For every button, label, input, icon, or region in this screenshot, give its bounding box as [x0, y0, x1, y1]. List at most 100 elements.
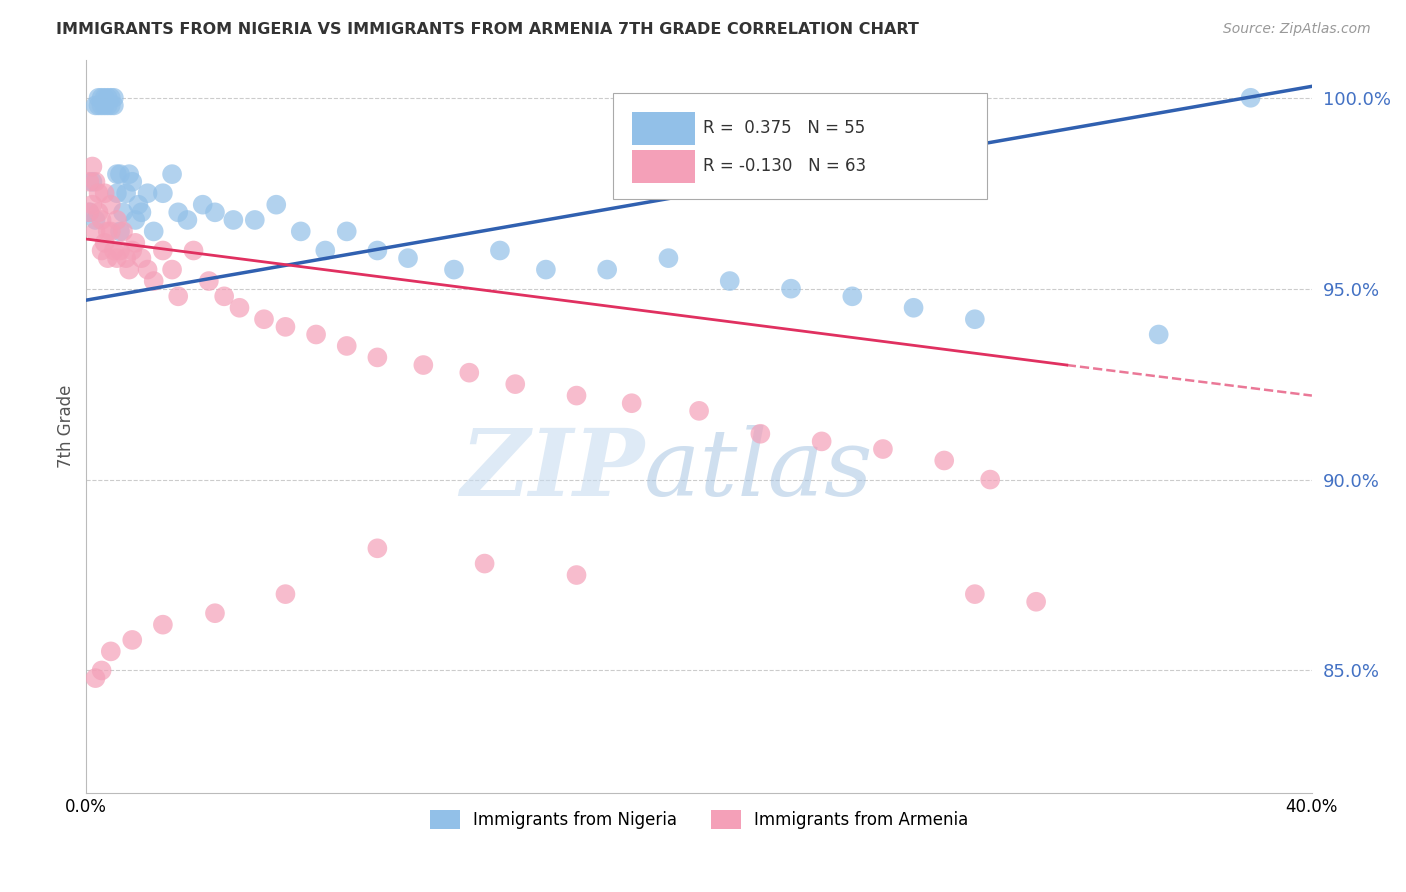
Point: [97, 224, 120, 238]
Point: [264, 197, 287, 211]
Point: [105, 186, 128, 201]
Point: [90, 664, 112, 678]
Point: [305, 327, 328, 342]
Point: [136, 186, 159, 201]
Point: [657, 251, 679, 265]
Point: [100, 98, 122, 112]
Point: [620, 396, 643, 410]
FancyBboxPatch shape: [631, 150, 696, 184]
Point: [443, 262, 465, 277]
Point: [1147, 327, 1170, 342]
Point: [121, 175, 143, 189]
Point: [93, 235, 115, 250]
Point: [243, 213, 266, 227]
Point: [903, 301, 925, 315]
Point: [142, 274, 165, 288]
Text: atlas: atlas: [644, 425, 873, 515]
Point: [115, 186, 138, 201]
Point: [90, 213, 112, 227]
Point: [198, 274, 221, 288]
Point: [1025, 595, 1047, 609]
Point: [84, 175, 107, 189]
Point: [103, 98, 125, 112]
Point: [503, 377, 526, 392]
Point: [84, 213, 107, 227]
Point: [82, 175, 104, 189]
Text: Source: ZipAtlas.com: Source: ZipAtlas.com: [1223, 22, 1371, 37]
Y-axis label: 7th Grade: 7th Grade: [58, 384, 75, 467]
Legend: Immigrants from Nigeria, Immigrants from Armenia: Immigrants from Nigeria, Immigrants from…: [423, 803, 974, 836]
Point: [87, 98, 110, 112]
Point: [780, 282, 803, 296]
Point: [100, 224, 122, 238]
Point: [121, 244, 143, 258]
Point: [90, 98, 112, 112]
Point: [810, 434, 832, 449]
Point: [412, 358, 434, 372]
Point: [93, 98, 115, 112]
Point: [152, 186, 174, 201]
Point: [274, 319, 297, 334]
Text: R =  0.375   N = 55: R = 0.375 N = 55: [703, 119, 865, 136]
Point: [112, 205, 135, 219]
Point: [565, 568, 588, 582]
Point: [596, 262, 619, 277]
Point: [97, 251, 120, 265]
Point: [718, 274, 741, 288]
Point: [366, 244, 388, 258]
Point: [183, 244, 205, 258]
Point: [87, 186, 110, 201]
Point: [105, 167, 128, 181]
Point: [127, 197, 149, 211]
Point: [108, 244, 131, 258]
Point: [112, 224, 135, 238]
Point: [336, 339, 359, 353]
Point: [87, 205, 110, 219]
Point: [160, 167, 183, 181]
Point: [872, 442, 894, 456]
Point: [108, 224, 131, 238]
Point: [749, 426, 772, 441]
Point: [396, 251, 419, 265]
Point: [118, 262, 141, 277]
Point: [90, 91, 112, 105]
Point: [534, 262, 557, 277]
Point: [100, 197, 122, 211]
Point: [458, 366, 481, 380]
Point: [84, 98, 107, 112]
Point: [152, 617, 174, 632]
Point: [222, 213, 245, 227]
Point: [176, 213, 198, 227]
Point: [79, 175, 101, 189]
FancyBboxPatch shape: [631, 112, 696, 145]
Point: [79, 205, 101, 219]
Point: [136, 262, 159, 277]
Point: [963, 312, 986, 326]
Point: [274, 587, 297, 601]
Point: [131, 205, 153, 219]
Point: [124, 235, 146, 250]
Text: IMMIGRANTS FROM NIGERIA VS IMMIGRANTS FROM ARMENIA 7TH GRADE CORRELATION CHART: IMMIGRANTS FROM NIGERIA VS IMMIGRANTS FR…: [56, 22, 920, 37]
Point: [204, 606, 226, 620]
Point: [688, 404, 710, 418]
Point: [253, 312, 276, 326]
Text: R = -0.130   N = 63: R = -0.130 N = 63: [703, 157, 866, 175]
Point: [489, 244, 512, 258]
FancyBboxPatch shape: [613, 93, 987, 199]
Point: [142, 224, 165, 238]
Point: [314, 244, 336, 258]
Point: [979, 473, 1001, 487]
Point: [108, 167, 131, 181]
Point: [167, 289, 190, 303]
Text: ZIP: ZIP: [460, 425, 644, 515]
Point: [97, 91, 120, 105]
Point: [290, 224, 312, 238]
Point: [79, 205, 101, 219]
Point: [84, 224, 107, 238]
Point: [1239, 91, 1261, 105]
Point: [152, 244, 174, 258]
Point: [963, 587, 986, 601]
Point: [121, 632, 143, 647]
Point: [934, 453, 956, 467]
Point: [93, 186, 115, 201]
